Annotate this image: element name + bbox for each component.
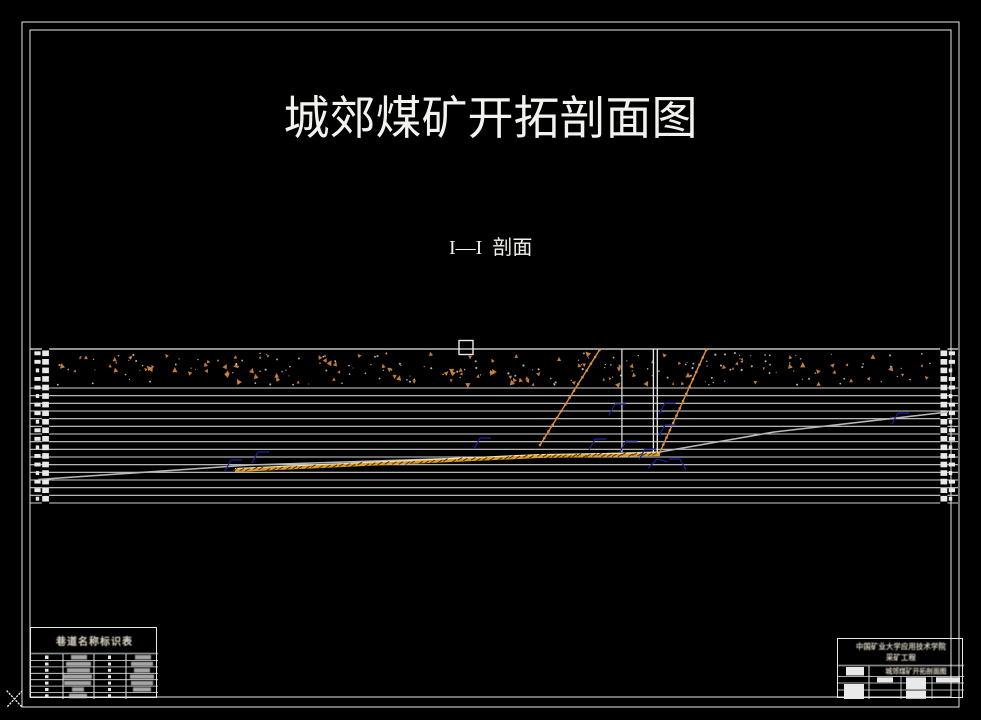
svg-text:城郊煤矿开拓剖面图: 城郊煤矿开拓剖面图 (885, 667, 946, 676)
